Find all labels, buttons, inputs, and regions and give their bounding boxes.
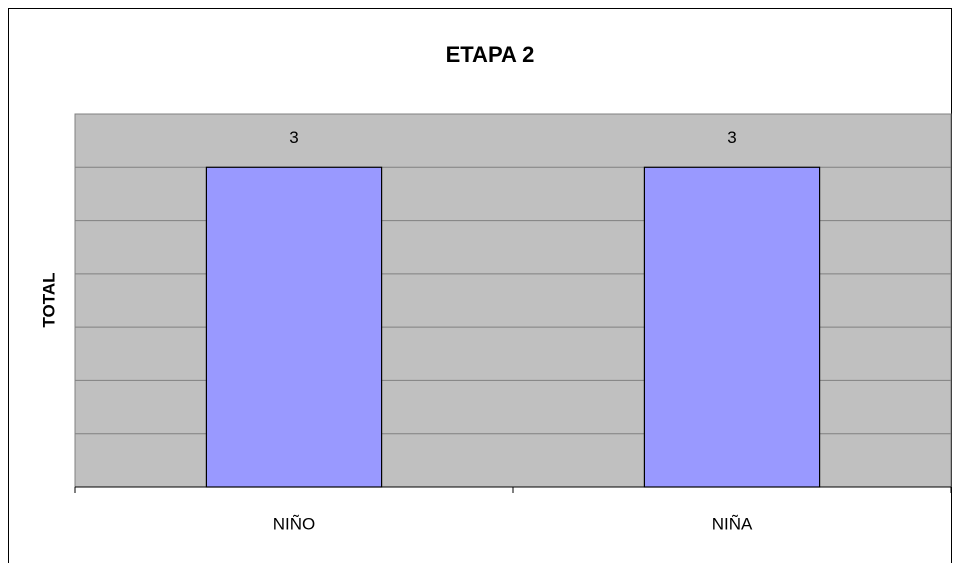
- bar: [643, 166, 821, 488]
- data-label: 3: [727, 128, 736, 147]
- chart-title: ETAPA 2: [446, 42, 535, 67]
- x-tick-label: NIÑA: [712, 514, 753, 533]
- x-tick-label: NIÑO: [273, 514, 316, 533]
- bar: [205, 166, 383, 488]
- y-axis-label: TOTAL: [39, 272, 58, 327]
- data-label: 3: [289, 128, 298, 147]
